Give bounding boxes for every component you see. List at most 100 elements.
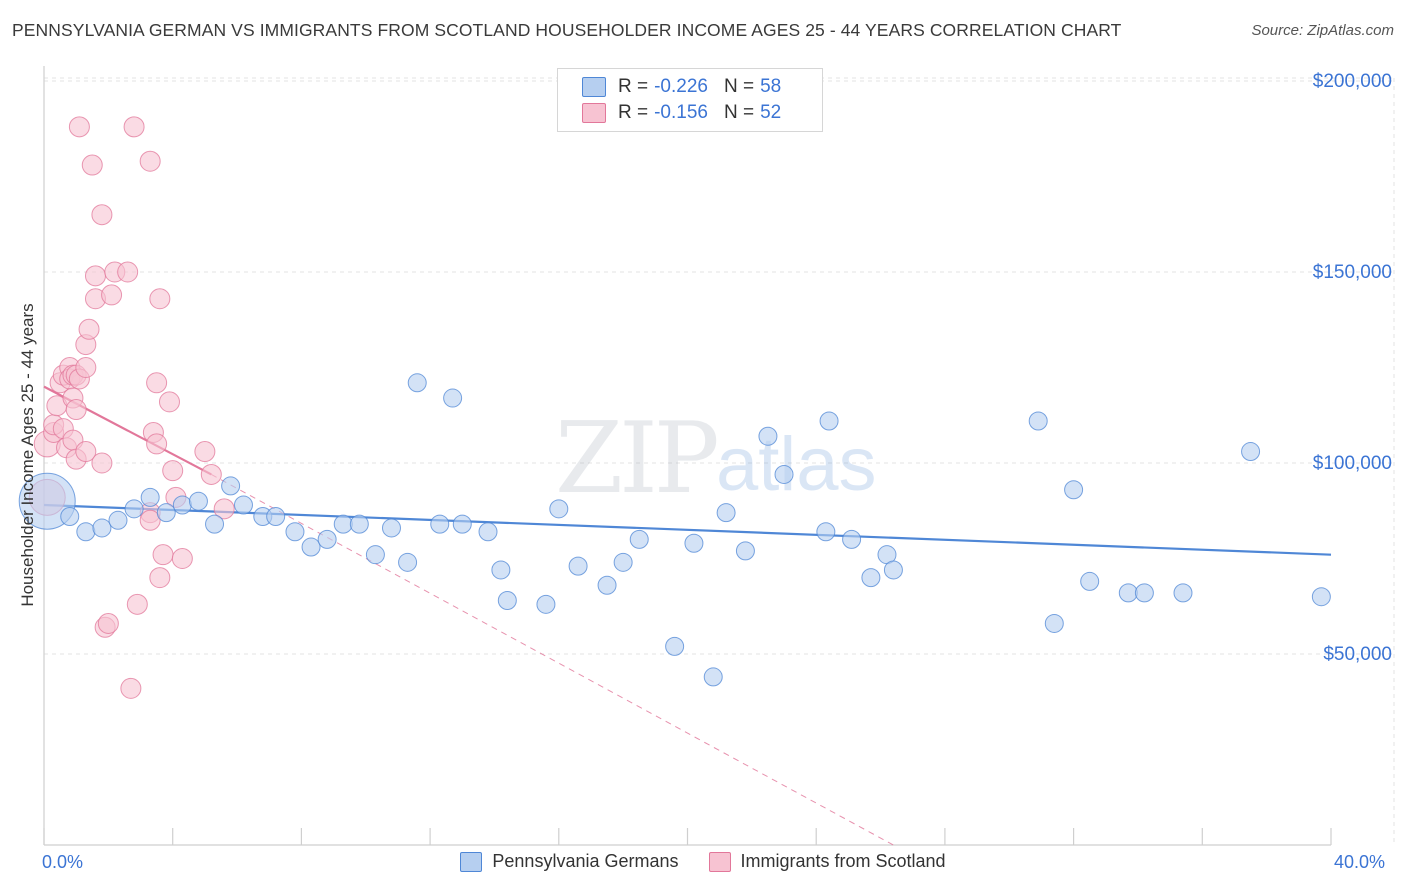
source-credit: Source: ZipAtlas.com xyxy=(1251,22,1394,39)
point-scotland-51 xyxy=(117,261,139,283)
point-pa-german-17 xyxy=(317,529,337,549)
series-legend-item-pennsylvania-germans: Pennsylvania Germans xyxy=(460,851,679,872)
point-scotland-50 xyxy=(139,509,161,531)
point-pa-german-43 xyxy=(842,529,862,549)
point-pa-german-12 xyxy=(233,495,253,515)
y-tick-labels: $50,000 $100,000 $150,000 $200,000 xyxy=(1313,71,1392,665)
point-pa-german-6 xyxy=(140,487,160,507)
series-legend-item-immigrants-scotland: Immigrants from Scotland xyxy=(708,851,946,872)
point-scotland-27 xyxy=(101,284,123,306)
y-tick-label-200000: $200,000 xyxy=(1313,71,1392,92)
point-pa-german-5 xyxy=(124,499,144,519)
point-pa-german-34 xyxy=(665,636,685,656)
legend-n-value-2: 52 xyxy=(760,102,782,123)
point-pa-german-9 xyxy=(188,491,208,511)
point-scotland-24 xyxy=(91,452,113,474)
watermark-atlas: atlas xyxy=(716,422,877,507)
point-pa-german-51 xyxy=(1064,480,1084,500)
point-scotland-32 xyxy=(123,116,145,138)
point-pa-german-33 xyxy=(629,529,649,549)
trend-line-extended-2 xyxy=(211,474,894,846)
point-pa-german-16 xyxy=(301,537,321,557)
series-legend-swatch-pink xyxy=(708,851,731,872)
point-pa-german-11 xyxy=(221,476,241,496)
point-pa-german-2 xyxy=(76,522,96,542)
point-pa-german-26 xyxy=(491,560,511,580)
point-scotland-21 xyxy=(78,318,100,340)
point-pa-german-39 xyxy=(758,426,778,446)
point-pa-german-3 xyxy=(92,518,112,538)
legend-swatch-blue xyxy=(582,77,606,97)
legend-r-label: R = xyxy=(618,102,649,123)
series-legend-label-2: Immigrants from Scotland xyxy=(740,851,946,871)
legend-row-pennsylvania-germans: R = -0.226 N = 58 xyxy=(582,75,781,99)
x-axis-max-label: 40.0% xyxy=(1334,852,1386,872)
point-scotland-19 xyxy=(75,357,97,378)
series-legend-label-1: Pennsylvania Germans xyxy=(492,851,679,871)
point-scotland-18 xyxy=(75,441,97,463)
point-scotland-38 xyxy=(146,372,168,394)
point-pa-german-52 xyxy=(1080,571,1100,591)
point-pa-german-30 xyxy=(568,556,588,576)
point-scotland-47 xyxy=(213,498,235,520)
chart-title: PENNSYLVANIA GERMAN VS IMMIGRANTS FROM S… xyxy=(12,20,1122,40)
point-pa-german-4 xyxy=(108,510,128,530)
x-axis-min-label: 0.0% xyxy=(42,852,84,872)
legend-r-label: R = xyxy=(618,76,649,97)
point-scotland-46 xyxy=(200,463,222,485)
point-pa-german-10 xyxy=(205,514,225,534)
point-scotland-33 xyxy=(139,150,161,172)
point-pa-german-36 xyxy=(703,667,723,687)
point-pa-german-25 xyxy=(478,522,498,542)
y-tick-label-50000: $50,000 xyxy=(1323,644,1392,665)
point-pa-german-19 xyxy=(349,514,369,534)
y-axis-title: Householder Income Ages 25 - 44 years xyxy=(18,303,37,607)
point-pa-german-1 xyxy=(60,506,80,526)
legend-swatch-pink xyxy=(582,103,606,123)
point-pa-german-55 xyxy=(1173,583,1193,603)
point-pa-german-37 xyxy=(716,503,736,523)
legend-n-label: N = xyxy=(723,76,755,97)
point-pa-german-21 xyxy=(381,518,401,538)
legend-row-immigrants-scotland: R = -0.156 N = 52 xyxy=(582,101,781,125)
point-pa-german-32 xyxy=(613,552,633,572)
point-pa-german-14 xyxy=(266,506,286,526)
point-pa-german-35 xyxy=(684,533,704,553)
point-pa-german-8 xyxy=(172,495,192,515)
y-tick-label-150000: $150,000 xyxy=(1313,262,1392,283)
point-scotland-26 xyxy=(97,612,119,634)
point-scotland-23 xyxy=(84,265,106,287)
point-pa-german-47 xyxy=(407,373,427,393)
point-scotland-44 xyxy=(171,548,193,569)
point-scotland-48 xyxy=(120,677,142,699)
point-pa-german-7 xyxy=(156,503,176,523)
data-points xyxy=(18,116,1331,699)
series-legend-swatch-blue xyxy=(460,851,483,872)
point-scotland-49 xyxy=(126,593,148,615)
legend-n-label: N = xyxy=(723,102,755,123)
point-pa-german-24 xyxy=(452,514,472,534)
point-pa-german-31 xyxy=(597,575,617,595)
point-scotland-41 xyxy=(149,567,171,589)
point-pa-german-53 xyxy=(1118,583,1138,603)
point-pa-german-28 xyxy=(536,594,556,614)
point-scotland-14 xyxy=(65,399,87,421)
point-pa-german-23 xyxy=(430,514,450,534)
point-scotland-29 xyxy=(91,204,113,226)
legend-r-value-1: -0.226 xyxy=(654,76,708,97)
legend-n-value-1: 58 xyxy=(760,76,782,97)
point-pa-german-41 xyxy=(816,522,836,542)
point-scotland-42 xyxy=(162,460,184,482)
point-scotland-30 xyxy=(81,154,103,176)
correlation-legend: R = -0.226 N = 58 R = -0.156 N = 52 xyxy=(557,68,823,132)
point-pa-german-27 xyxy=(497,591,517,611)
point-scotland-40 xyxy=(152,544,174,566)
point-pa-german-56 xyxy=(1241,442,1261,462)
point-pa-german-46 xyxy=(883,560,903,580)
point-pa-german-57 xyxy=(1311,587,1331,607)
point-scotland-34 xyxy=(149,288,171,310)
point-pa-german-29 xyxy=(549,499,569,519)
point-pa-german-20 xyxy=(365,545,385,565)
point-pa-german-40 xyxy=(774,464,794,484)
